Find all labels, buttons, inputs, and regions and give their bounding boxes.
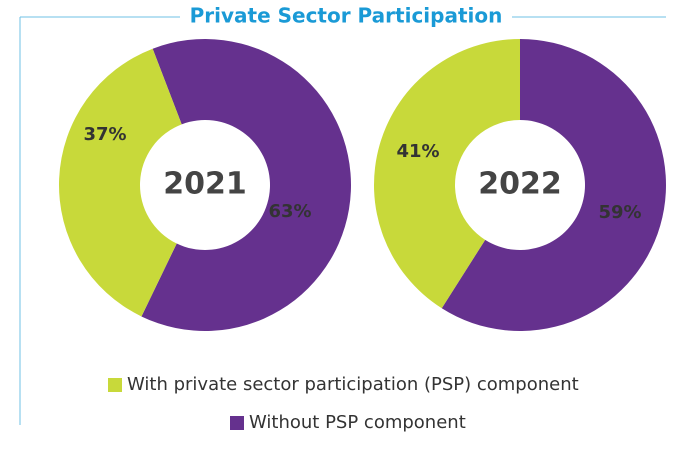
- donut-segment: [58, 48, 182, 317]
- data-label: 63%: [268, 201, 311, 222]
- data-label: 59%: [598, 202, 641, 223]
- center-label: 2021: [163, 167, 247, 202]
- legend-label: Without PSP component: [249, 412, 466, 433]
- chart-title: Private Sector Participation: [190, 4, 503, 28]
- data-label: 41%: [396, 141, 439, 162]
- legend-swatch: [108, 378, 122, 392]
- legend-label: With private sector participation (PSP) …: [127, 374, 579, 395]
- center-label: 2022: [478, 167, 562, 202]
- donut-segment: [141, 39, 351, 331]
- donut-segment: [441, 39, 666, 331]
- donut-segment: [373, 39, 520, 309]
- data-label: 37%: [83, 124, 126, 145]
- legend-swatch: [230, 416, 244, 430]
